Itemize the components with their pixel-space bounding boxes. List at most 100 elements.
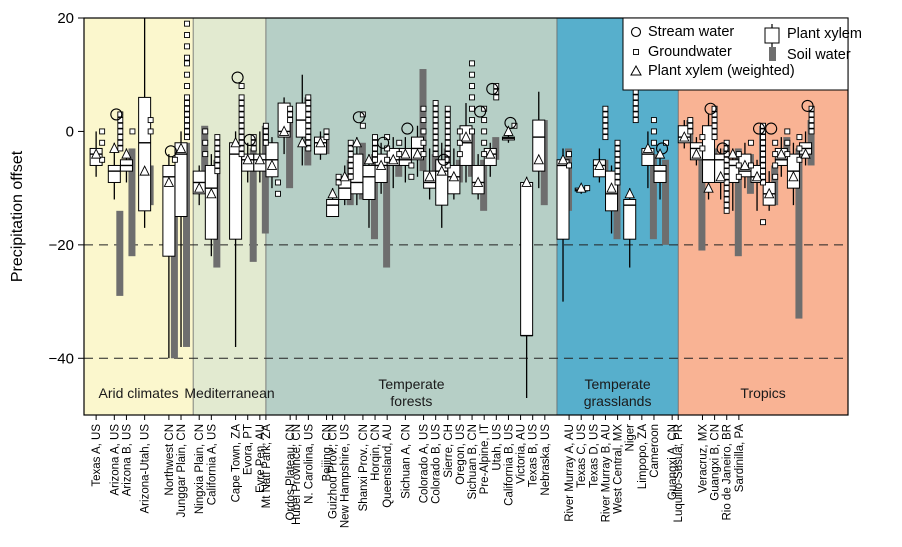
groundwater-marker [760, 139, 766, 146]
groundwater-marker [723, 185, 730, 192]
groundwater-marker [372, 134, 378, 141]
x-tick-label: Colorado B, US [431, 424, 443, 504]
groundwater-marker [760, 162, 766, 169]
groundwater-marker [614, 145, 621, 152]
y-tick-label: −40 [49, 350, 74, 367]
groundwater-marker [287, 105, 294, 112]
groundwater-marker [250, 134, 257, 141]
x-tick-label: Queensland, AU [382, 424, 394, 508]
x-tick-label: Ningxia Plain, CN [194, 424, 206, 514]
groundwater-marker [372, 151, 378, 158]
groundwater-marker [420, 128, 427, 135]
groundwater-marker [481, 117, 488, 124]
groundwater-marker [566, 162, 572, 169]
groundwater-marker [602, 134, 609, 141]
groundwater-marker [469, 128, 475, 135]
groundwater-marker [614, 139, 621, 146]
groundwater-marker [760, 168, 766, 175]
legend-label: Groundwater [648, 44, 732, 60]
groundwater-marker [711, 134, 718, 141]
stream-water-marker [243, 133, 256, 146]
groundwater-marker [444, 105, 451, 112]
groundwater-marker [784, 139, 791, 146]
y-tick-label: −20 [49, 237, 74, 254]
x-tick-label: Sierre, CH [443, 424, 455, 478]
groundwater-marker [469, 117, 475, 124]
x-tick-label: California A, US [206, 424, 218, 506]
plant-xylem-box [107, 164, 121, 183]
legend-label: Plant xylem [787, 26, 862, 42]
groundwater-marker [250, 139, 257, 146]
groundwater-marker [481, 151, 488, 158]
x-tick-label: Arizona-Utah, US [140, 424, 152, 514]
y-axis-label: Precipitation offset [9, 150, 26, 282]
groundwater-marker [602, 117, 609, 124]
stream-water-marker [474, 105, 487, 118]
stream-water-marker [231, 71, 244, 84]
groundwater-marker [238, 100, 245, 107]
groundwater-marker [723, 156, 730, 163]
groundwater-marker [335, 179, 342, 186]
plant-xylem-weighted-marker [751, 170, 763, 182]
x-tick-label: Utah, US [491, 424, 503, 471]
stream-water-marker [110, 108, 123, 121]
zone-labels: Arid climates MediterraneanTemperatefores… [99, 376, 786, 409]
groundwater-marker [796, 134, 803, 141]
plant-xylem-weighted-marker [485, 148, 496, 159]
plant-xylem-weighted-marker [739, 159, 751, 170]
stream-water-marker [164, 145, 177, 158]
groundwater-marker [760, 128, 766, 135]
groundwater-marker [493, 88, 500, 95]
groundwater-marker [359, 122, 366, 129]
stream-water-marker [716, 142, 729, 155]
groundwater-marker [687, 122, 694, 129]
groundwater-marker [784, 128, 791, 135]
groundwater-marker [117, 128, 124, 135]
groundwater-marker [711, 128, 718, 135]
groundwater-marker [432, 134, 439, 141]
x-tick-label: Guizhou Prov., CN [328, 424, 340, 519]
groundwater-marker [511, 122, 518, 129]
legend-box [622, 17, 849, 91]
plant-xylem-box [623, 198, 637, 240]
groundwater-marker [432, 100, 439, 107]
groundwater-marker [305, 134, 312, 141]
stream-water-marker [765, 122, 778, 135]
x-tick-label: Victoria, AU [516, 424, 528, 484]
groundwater-marker [214, 139, 221, 146]
groundwater-marker [99, 128, 106, 135]
groundwater-marker [184, 54, 190, 61]
plant-xylem-weighted-marker [121, 148, 132, 159]
groundwater-marker [396, 151, 403, 158]
groundwater-marker [602, 128, 609, 135]
stream-water-marker [752, 122, 766, 135]
groundwater-marker [420, 105, 427, 112]
groundwater-marker [323, 134, 330, 141]
stream-water-marker [401, 122, 414, 135]
groundwater-marker [347, 156, 354, 163]
groundwater-marker [184, 43, 190, 50]
groundwater-marker [650, 128, 657, 135]
groundwater-marker [184, 128, 190, 135]
soil-water-bar [261, 125, 269, 234]
x-tick-label: Arizona A, US [109, 424, 121, 496]
zone-label: Mediterranean [184, 385, 274, 401]
groundwater-marker [384, 156, 391, 163]
point-markers [90, 20, 815, 226]
groundwater-marker [723, 202, 730, 209]
stream-water-marker [704, 102, 717, 115]
groundwater-marker [305, 111, 312, 118]
groundwater-marker [214, 134, 221, 141]
soil-water-bar [201, 125, 209, 194]
groundwater-marker [238, 94, 245, 101]
plant-xylem-weighted-marker [90, 148, 102, 159]
plant-xylem-weighted-marker [412, 148, 423, 159]
groundwater-marker [202, 139, 209, 146]
groundwater-marker [772, 173, 779, 180]
x-tick-label: Shanxi Prov., CN [358, 424, 370, 511]
groundwater-marker [184, 94, 190, 101]
groundwater-marker [699, 134, 706, 141]
groundwater-marker [238, 117, 245, 124]
plant-xylem-weighted-marker [776, 148, 787, 159]
groundwater-marker [760, 156, 766, 163]
